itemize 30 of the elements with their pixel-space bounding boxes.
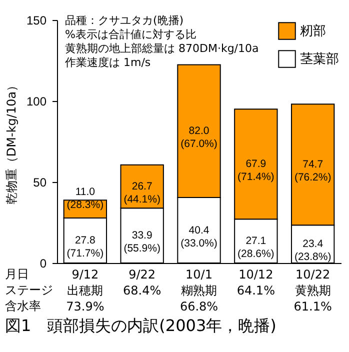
- x-tick-label: 9/22 68.4%: [123, 268, 162, 298]
- x-tick-label: 10/1 糊熟期 66.8%: [180, 268, 218, 314]
- x-tick-label: 10/12 64.1%: [236, 268, 275, 298]
- x-tick-label: 9/12 出穂期 73.9%: [66, 268, 104, 314]
- y-axis-title: 乾物重（DM-kg/10a）: [4, 79, 18, 205]
- data-label: 27.1 (28.6%): [238, 235, 274, 260]
- y-tick-label: 100: [26, 94, 47, 108]
- legend-label: 籾部: [300, 24, 326, 39]
- data-label: 11.0 (28.3%): [66, 186, 104, 212]
- annotation: 品種：クサユタカ(晩播): [65, 14, 184, 27]
- y-tick-label: 0: [40, 256, 47, 270]
- text: 含水率: [5, 299, 41, 313]
- text: 図1 頭部損失の内訳(2003年，晩播): [4, 316, 276, 335]
- data-label: 33.9 (55.9%): [124, 230, 160, 255]
- annotation: 作業速度は 1m/s: [64, 56, 151, 69]
- data-label: 40.4 (33.0%): [180, 224, 218, 250]
- text: 月日: [5, 267, 29, 281]
- data-label: 23.4 (23.8%): [294, 238, 332, 264]
- y-tick-label: 150: [26, 14, 47, 28]
- data-label: 74.7 (76.2%): [294, 158, 332, 184]
- x-tick-label: 10/22 黄熟期 61.1%: [294, 268, 332, 314]
- data-label: 27.8 (71.7%): [66, 234, 104, 260]
- data-label: 67.9 (71.4%): [238, 158, 274, 184]
- legend-label: 茎葉部: [300, 52, 339, 67]
- data-label: 82.0 (67.0%): [180, 125, 218, 150]
- data-label: 26.7 (44.1%): [124, 180, 160, 206]
- y-tick-label: 50: [33, 176, 47, 190]
- annotation: 黄熟期の地上部総量は 870DM·kg/10a: [65, 42, 259, 55]
- text: ステージ: [5, 283, 53, 297]
- annotation: %表示は合計値に対する比: [65, 28, 196, 41]
